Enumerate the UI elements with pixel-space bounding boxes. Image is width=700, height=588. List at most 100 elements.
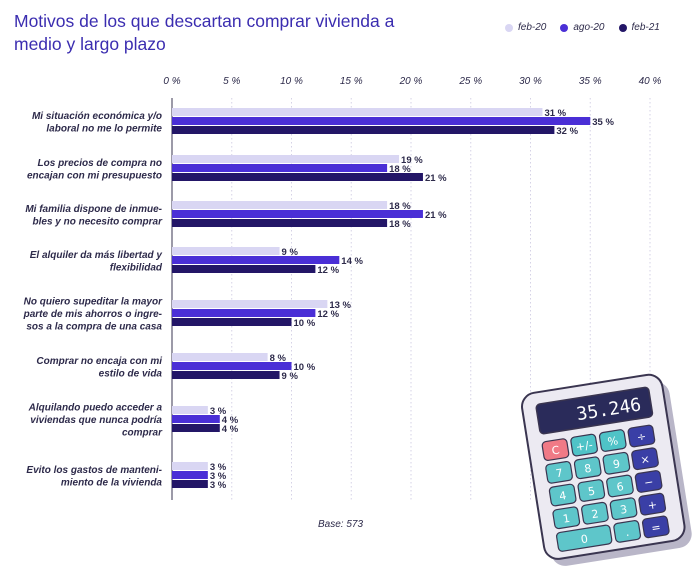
category-label-line: Los precios de compra no — [38, 158, 162, 169]
category-label-line: sos a la compra de una casa — [26, 322, 162, 333]
legend-label-feb-20: feb-20 — [518, 22, 547, 33]
data-label-feb-20: 31 % — [544, 108, 566, 119]
calculator-key-label: % — [607, 434, 619, 448]
calculator-key-label: 4 — [558, 489, 567, 503]
category-label-line: Mi familia dispone de inmue- — [25, 204, 162, 215]
data-label-ago-20: 3 % — [210, 471, 227, 482]
category-label-line: laboral no me lo permite — [46, 123, 162, 134]
data-label-feb-21: 3 % — [210, 480, 227, 491]
data-label-ago-20: 14 % — [341, 256, 363, 267]
data-label-feb-20: 18 % — [389, 201, 411, 212]
calculator-key — [613, 520, 642, 543]
calculator-key-label: 8 — [583, 462, 592, 476]
data-label-feb-21: 18 % — [389, 219, 411, 230]
calculator-key — [556, 524, 613, 552]
category-label-line: encajan con mi presupuesto — [27, 170, 162, 181]
category-label: Alquilando puedo acceder a viviendas que … — [28, 403, 163, 439]
x-tick-label: 25 % — [458, 76, 482, 87]
data-label-feb-21: 21 % — [425, 173, 447, 184]
bar-feb-21 — [172, 219, 388, 227]
legend-swatch-feb-21 — [618, 23, 627, 32]
legend-label-feb-21: feb-21 — [631, 22, 660, 33]
x-tick-label: 30 % — [519, 76, 542, 87]
data-label-ago-20: 12 % — [317, 309, 339, 320]
data-label-feb-20: 9 % — [282, 247, 299, 258]
bar-feb-20 — [172, 155, 400, 163]
data-label-feb-20: 3 % — [210, 406, 227, 417]
bar-feb-20 — [172, 108, 543, 116]
calculator-key-label: 3 — [619, 503, 628, 517]
calculator-key-label: = — [650, 521, 661, 535]
calculator-key-label: 2 — [591, 507, 600, 521]
category-label-line: El alquiler da más libertad y — [30, 250, 163, 261]
x-tick-label: 15 % — [340, 76, 363, 87]
calculator-key-label: ÷ — [636, 430, 647, 444]
x-tick-label: 35 % — [579, 76, 602, 87]
category-label-line: No quiero supeditar la mayor — [24, 297, 163, 308]
category-label: El alquiler da más libertad y flexibilida… — [30, 250, 163, 274]
legend: feb-20 ago-20 feb-21 — [505, 22, 660, 33]
x-tick-label: 10 % — [280, 76, 303, 87]
bar-ago-20 — [172, 117, 591, 125]
x-tick-label: 20 % — [399, 76, 423, 87]
category-label: Los precios de compra no encajan con mi p… — [27, 158, 162, 182]
bar-feb-20 — [172, 462, 208, 470]
data-label-feb-21: 32 % — [556, 126, 578, 137]
calculator-key-label: C — [551, 444, 561, 458]
calculator-key — [570, 433, 598, 457]
data-label-feb-21: 12 % — [317, 265, 339, 276]
data-label-feb-20: 3 % — [210, 462, 227, 473]
bar-ago-20 — [172, 256, 340, 264]
bar-feb-21 — [172, 173, 423, 181]
category-label: Evito los gastos de manteni-miento de la… — [26, 465, 162, 489]
bar-feb-21 — [172, 265, 316, 273]
bar-feb-20 — [172, 300, 328, 308]
data-label-ago-20: 21 % — [425, 210, 447, 221]
chart-title: Motivos de los que descartan comprar viv… — [14, 11, 395, 54]
bar-ago-20 — [172, 415, 220, 423]
calculator-key-label: 9 — [612, 457, 621, 471]
data-label-feb-21: 9 % — [282, 371, 299, 382]
category-label-line: estilo de vida — [99, 368, 163, 379]
calculator-key-label: × — [640, 453, 651, 467]
bar-feb-20 — [172, 247, 280, 255]
bar-feb-21 — [172, 318, 292, 326]
x-tick-label: 0 % — [163, 76, 180, 87]
data-label-ago-20: 10 % — [294, 362, 316, 373]
category-label-line: Mi situación económica y/o — [32, 111, 162, 122]
calculator-key-label: . — [625, 526, 630, 539]
calculator-key — [641, 515, 670, 539]
calculator-key — [602, 451, 631, 475]
data-label-ago-20: 4 % — [222, 415, 239, 426]
data-label-feb-20: 19 % — [401, 155, 423, 166]
bar-feb-20 — [172, 201, 388, 209]
data-label-feb-21: 4 % — [222, 424, 239, 435]
bar-feb-21 — [172, 424, 220, 432]
category-label-line: viviendas que nunca podría — [30, 415, 162, 426]
calculator-key-label: 5 — [587, 485, 596, 499]
bar-ago-20 — [172, 164, 388, 172]
category-label: No quiero supeditar la mayor parte de mis… — [23, 297, 163, 333]
legend-swatch-feb-20 — [505, 23, 513, 32]
calculator-key — [577, 479, 606, 502]
legend-item-ago-20: ago-20 — [560, 22, 605, 33]
legend-item-feb-21: feb-21 — [618, 22, 660, 33]
calculator-key — [573, 456, 602, 480]
bar-ago-20 — [172, 210, 423, 218]
category-label: Mi familia dispone de inmue-bles y no ne… — [25, 204, 163, 228]
base-note: Base: 573 — [318, 519, 364, 530]
bar-feb-21 — [172, 371, 280, 379]
calculator-key-label: − — [643, 475, 654, 489]
category-label-line: Alquilando puedo acceder a — [28, 403, 163, 414]
category-label-line: miento de la vivienda — [61, 477, 163, 488]
data-label-feb-20: 13 % — [329, 300, 351, 311]
bar-feb-21 — [172, 126, 555, 134]
calculator-key-label: 0 — [580, 532, 589, 546]
category-label-line: parte de mis ahorros o ingre- — [23, 309, 163, 320]
calculator-key-label: 6 — [616, 480, 625, 494]
calculator-key — [552, 506, 581, 530]
calculator-key — [638, 492, 667, 516]
category-label-line: Evito los gastos de manteni- — [26, 465, 162, 476]
calculator-key — [598, 429, 627, 452]
